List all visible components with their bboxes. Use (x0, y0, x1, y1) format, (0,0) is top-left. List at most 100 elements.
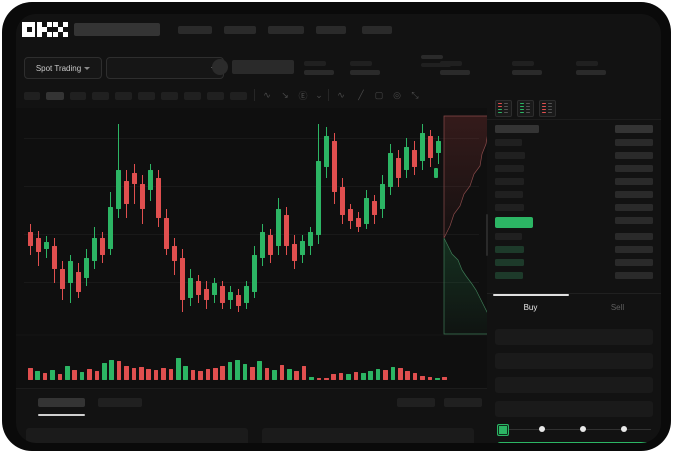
candle-body (204, 289, 209, 301)
bottom-panel-center[interactable] (262, 428, 474, 443)
trend-line-icon[interactable]: ↘ (281, 89, 289, 100)
candle (84, 108, 89, 334)
depth-svg (443, 115, 492, 335)
candle (348, 108, 353, 334)
volume-bar (235, 360, 240, 380)
orderbook-ask-row[interactable] (495, 139, 522, 146)
text-tool-icon[interactable]: Ⓔ (298, 90, 308, 101)
bottom-tab-1[interactable] (38, 398, 85, 407)
timeframe-6[interactable] (138, 92, 155, 100)
volume-bar (375, 369, 381, 380)
bottom-action-1[interactable] (397, 398, 435, 407)
chevron-down-icon[interactable]: ⌄ (315, 89, 323, 100)
candle (260, 108, 265, 334)
volume-chart[interactable] (16, 336, 487, 388)
candle (132, 108, 137, 334)
candle (236, 108, 241, 334)
submit-buy-button[interactable] (497, 442, 653, 443)
orderbook-bid-row[interactable] (495, 233, 522, 240)
volume-bar (183, 366, 188, 380)
nav-item-1[interactable] (178, 26, 212, 34)
candle (220, 108, 225, 334)
toolbar-divider-2 (328, 89, 329, 101)
timeframe-10[interactable] (230, 92, 247, 100)
wave-icon[interactable]: ∿ (337, 89, 345, 100)
candle (164, 108, 169, 334)
nav-item-3[interactable] (268, 26, 304, 34)
volume-bar (420, 376, 425, 380)
sidebar-resize-handle[interactable] (486, 214, 488, 256)
orderbook-ask-row[interactable] (495, 152, 525, 159)
volume-bar (72, 370, 77, 380)
volume-bar (405, 371, 410, 380)
timeframe-3[interactable] (70, 92, 86, 100)
fullscreen-icon[interactable]: ⤡ (411, 89, 419, 100)
slider-stop-75[interactable] (621, 426, 627, 432)
orderbook-ask-row[interactable] (495, 165, 524, 172)
candle-body (44, 242, 49, 250)
pair-select[interactable] (106, 57, 224, 79)
order-type-field[interactable] (495, 329, 653, 345)
candle-body (196, 280, 201, 295)
timeframe-5[interactable] (115, 92, 132, 100)
timeframe-1[interactable] (24, 92, 40, 100)
slider-stop-50[interactable] (580, 426, 586, 432)
candle (292, 108, 297, 334)
candle-body (28, 232, 33, 247)
okx-logo[interactable] (22, 22, 68, 37)
candlestick-chart[interactable] (16, 108, 487, 334)
volume-bar (190, 370, 196, 380)
timeframe-9[interactable] (207, 92, 224, 100)
candle-body (164, 218, 169, 250)
magnet-icon[interactable]: ╱ (358, 89, 364, 100)
bottom-tab-2[interactable] (98, 398, 142, 407)
tab-sell[interactable]: Sell (610, 303, 625, 312)
bottom-panel-left[interactable] (26, 428, 248, 443)
timeframe-8[interactable] (184, 92, 201, 100)
candle-body (244, 286, 249, 304)
trading-mode-button[interactable]: Spot Trading (24, 57, 102, 79)
slider-stop-25[interactable] (539, 426, 545, 432)
orderbook-both-icon[interactable] (495, 100, 512, 117)
settings-icon[interactable]: ◎ (393, 89, 401, 100)
chart-layout-toggle[interactable] (421, 55, 451, 67)
volume-bar (94, 371, 100, 380)
indicator-icon[interactable]: ∿ (263, 89, 271, 100)
candle (196, 108, 201, 334)
slider-handle[interactable] (497, 424, 509, 436)
total-field[interactable] (495, 401, 653, 417)
camera-icon[interactable]: ▢ (374, 89, 384, 100)
candle (316, 108, 321, 334)
amount-percent-slider[interactable] (497, 424, 653, 436)
candle (28, 108, 33, 334)
orderbook-bid-row[interactable] (495, 272, 523, 279)
orderbook-bid-row[interactable] (495, 246, 524, 253)
tab-buy[interactable]: Buy (523, 303, 538, 312)
slider-track (503, 428, 651, 430)
timeframe-2[interactable] (46, 92, 64, 100)
nav-item-4[interactable] (316, 26, 346, 34)
orderbook-bids-icon[interactable] (517, 100, 534, 117)
orderbook-ask-row[interactable] (495, 191, 523, 198)
orderbook-ask-row[interactable] (495, 178, 524, 185)
timeframe-4[interactable] (92, 92, 109, 100)
chart-gridline (24, 138, 479, 139)
nav-item-2[interactable] (224, 26, 256, 34)
candle (172, 108, 177, 334)
timeframe-7[interactable] (161, 92, 178, 100)
orderbook-ask-row[interactable] (495, 204, 524, 211)
price-field[interactable] (495, 353, 653, 369)
search-input[interactable] (74, 23, 160, 36)
candle-body (92, 237, 97, 261)
amount-field[interactable] (495, 377, 653, 393)
candle-body (268, 235, 273, 255)
candle-body (76, 272, 81, 292)
bottom-action-2[interactable] (444, 398, 482, 407)
stat-5-label (576, 61, 598, 66)
orderbook-bid-row[interactable] (495, 259, 524, 266)
ask-depth-area (443, 115, 492, 239)
candle-body (388, 152, 393, 187)
orderbook-asks-icon[interactable] (539, 100, 556, 117)
nav-item-5[interactable] (362, 26, 392, 34)
orderbook-col-header-amount (615, 125, 653, 133)
